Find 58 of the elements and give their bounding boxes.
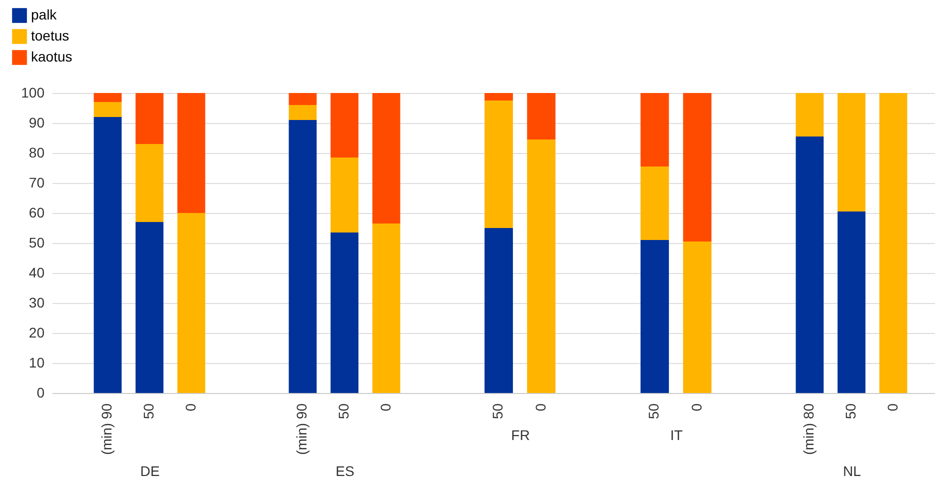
y-tick-label: 100: [21, 84, 45, 100]
x-tick-label: 0: [182, 403, 198, 412]
x-tick-label: (min) 80: [800, 403, 817, 455]
bar: [527, 140, 556, 393]
bar: [640, 166, 669, 240]
x-tick-label: 0: [884, 403, 900, 412]
legend-label: toetus: [31, 28, 70, 44]
x-tick-label: 50: [490, 403, 506, 420]
x-axis-title: IT: [670, 427, 684, 444]
legend-label: palk: [31, 6, 58, 22]
x-tick-label: 50: [336, 403, 352, 420]
bar: [484, 93, 513, 100]
x-axis-title: FR: [511, 427, 530, 444]
y-tick-label: 40: [28, 264, 45, 280]
y-tick-label: 20: [28, 324, 45, 340]
bar: [683, 93, 712, 242]
x-tick-label: 50: [646, 403, 662, 420]
bar: [484, 100, 513, 228]
y-tick-label: 0: [36, 384, 45, 400]
bar: [136, 222, 164, 393]
x-tick-label: 50: [842, 403, 858, 420]
bar: [288, 93, 317, 105]
y-tick-label: 30: [28, 294, 45, 310]
bar: [484, 228, 513, 393]
bar: [136, 93, 164, 144]
y-tick-label: 90: [28, 114, 45, 130]
x-tick-label: 0: [532, 403, 548, 412]
bar: [372, 224, 400, 393]
bar: [527, 93, 556, 140]
x-tick-label: (min) 90: [294, 403, 310, 455]
bar: [330, 158, 358, 232]
bar: [94, 117, 122, 393]
x-tick-label: 0: [688, 403, 704, 412]
bar: [177, 93, 206, 213]
bar: [372, 93, 400, 224]
y-tick-label: 60: [28, 204, 45, 220]
y-tick-label: 50: [28, 234, 45, 250]
bar: [94, 102, 122, 117]
bar: [683, 242, 712, 393]
bar: [330, 232, 358, 393]
x-axis-title: DE: [140, 462, 160, 479]
y-tick-label: 10: [28, 354, 45, 370]
x-axis-title: ES: [336, 462, 354, 479]
y-tick-label: 70: [28, 174, 45, 190]
bar: [640, 240, 669, 393]
bar: [136, 144, 164, 222]
x-tick-label: (min) 90: [98, 403, 115, 455]
bar: [288, 105, 317, 120]
legend-label: kaotus: [31, 48, 72, 64]
bar: [330, 93, 358, 158]
x-axis-title: NL: [843, 462, 862, 479]
x-tick-label: 50: [140, 403, 156, 420]
x-tick-label: 0: [377, 403, 394, 412]
bar: [640, 93, 669, 166]
bar: [94, 93, 122, 102]
y-tick-label: 80: [28, 144, 45, 160]
bar: [288, 120, 317, 393]
bar: [177, 213, 206, 393]
